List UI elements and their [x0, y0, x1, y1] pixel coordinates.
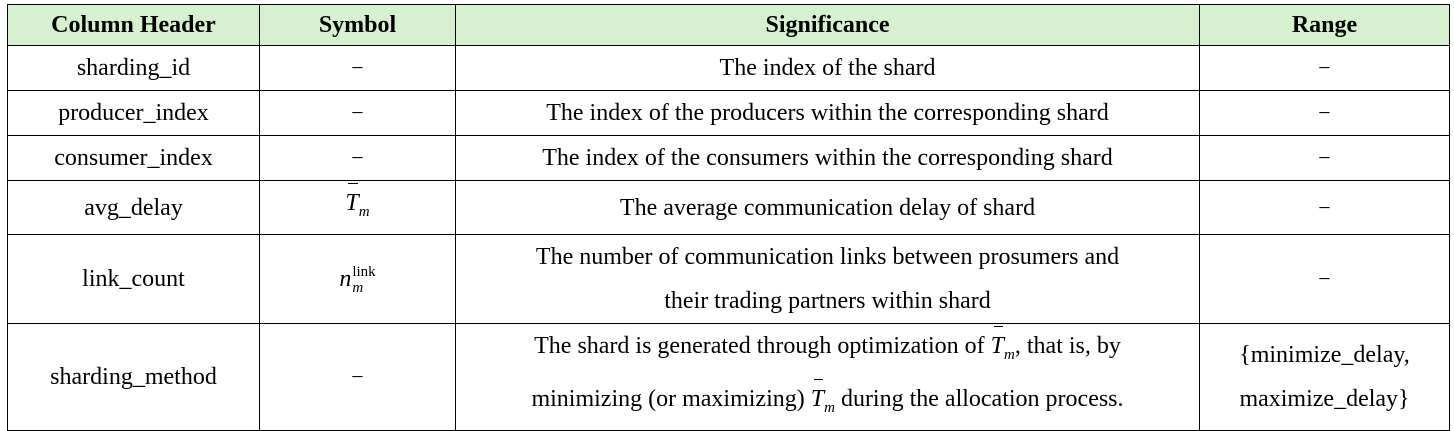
- significance-cell: The shard is generated through optimizat…: [455, 323, 1200, 431]
- table-row: sharding_method − The shard is generated…: [7, 323, 1450, 431]
- header-range: Range: [1199, 4, 1450, 46]
- symbol-superscript: link: [352, 264, 376, 281]
- column-name: avg_delay: [7, 180, 260, 235]
- data-table: Column Header Symbol Significance Range …: [7, 4, 1450, 431]
- column-name: link_count: [7, 234, 260, 324]
- range-cell: −: [1199, 90, 1450, 136]
- column-name: sharding_id: [7, 45, 260, 91]
- significance-line: The number of communication links betwee…: [535, 244, 1120, 270]
- significance-cell: The index of the shard: [455, 45, 1200, 91]
- significance-line: their trading partners within shard: [664, 288, 991, 314]
- table-row: sharding_id − The index of the shard −: [7, 45, 1450, 91]
- column-name: sharding_method: [7, 323, 260, 431]
- symbol-cell: −: [259, 90, 456, 136]
- header-row: Column Header Symbol Significance Range: [7, 4, 1450, 46]
- symbol-n: n: [339, 266, 352, 292]
- symbol-cell: n link m: [259, 234, 456, 324]
- symbol-subscript: m: [352, 280, 364, 297]
- significance-line: The shard is generated through optimizat…: [460, 324, 1195, 377]
- math-subscript: m: [1004, 347, 1015, 363]
- symbol-cell: −: [259, 135, 456, 181]
- significance-cell: The index of the consumers within the co…: [455, 135, 1200, 181]
- significance-cell: The number of communication links betwee…: [455, 234, 1200, 324]
- range-cell: −: [1199, 234, 1450, 324]
- significance-cell: The average communication delay of shard: [455, 180, 1200, 235]
- symbol-cell: −: [259, 45, 456, 91]
- range-cell: −: [1199, 180, 1450, 235]
- symbol-subscript: m: [358, 204, 370, 220]
- symbol-cell: −: [259, 323, 456, 431]
- range-line: {minimize_delay,: [1239, 342, 1410, 368]
- column-name: consumer_index: [7, 135, 260, 181]
- table-row: producer_index − The index of the produc…: [7, 90, 1450, 136]
- range-cell: −: [1199, 45, 1450, 91]
- header-symbol: Symbol: [259, 4, 456, 46]
- column-name: producer_index: [7, 90, 260, 136]
- symbol-scripts: link m: [352, 264, 375, 296]
- table-row: link_count n link m The number of communic…: [7, 234, 1450, 324]
- range-cell: −: [1199, 135, 1450, 181]
- range-line: maximize_delay}: [1239, 386, 1410, 412]
- table-row: consumer_index − The index of the consum…: [7, 135, 1450, 181]
- math-subscript: m: [824, 400, 835, 416]
- range-cell: {minimize_delay, maximize_delay}: [1199, 323, 1450, 431]
- symbol-t-bar: T: [345, 181, 359, 225]
- symbol-cell: Tm: [259, 180, 456, 235]
- header-significance: Significance: [455, 4, 1200, 46]
- header-column-header: Column Header: [7, 4, 260, 46]
- significance-cell: The index of the producers within the co…: [455, 90, 1200, 136]
- math-t-bar: T: [991, 324, 1004, 368]
- table-row: avg_delay Tm The average communication d…: [7, 180, 1450, 235]
- math-t-bar: T: [811, 377, 824, 421]
